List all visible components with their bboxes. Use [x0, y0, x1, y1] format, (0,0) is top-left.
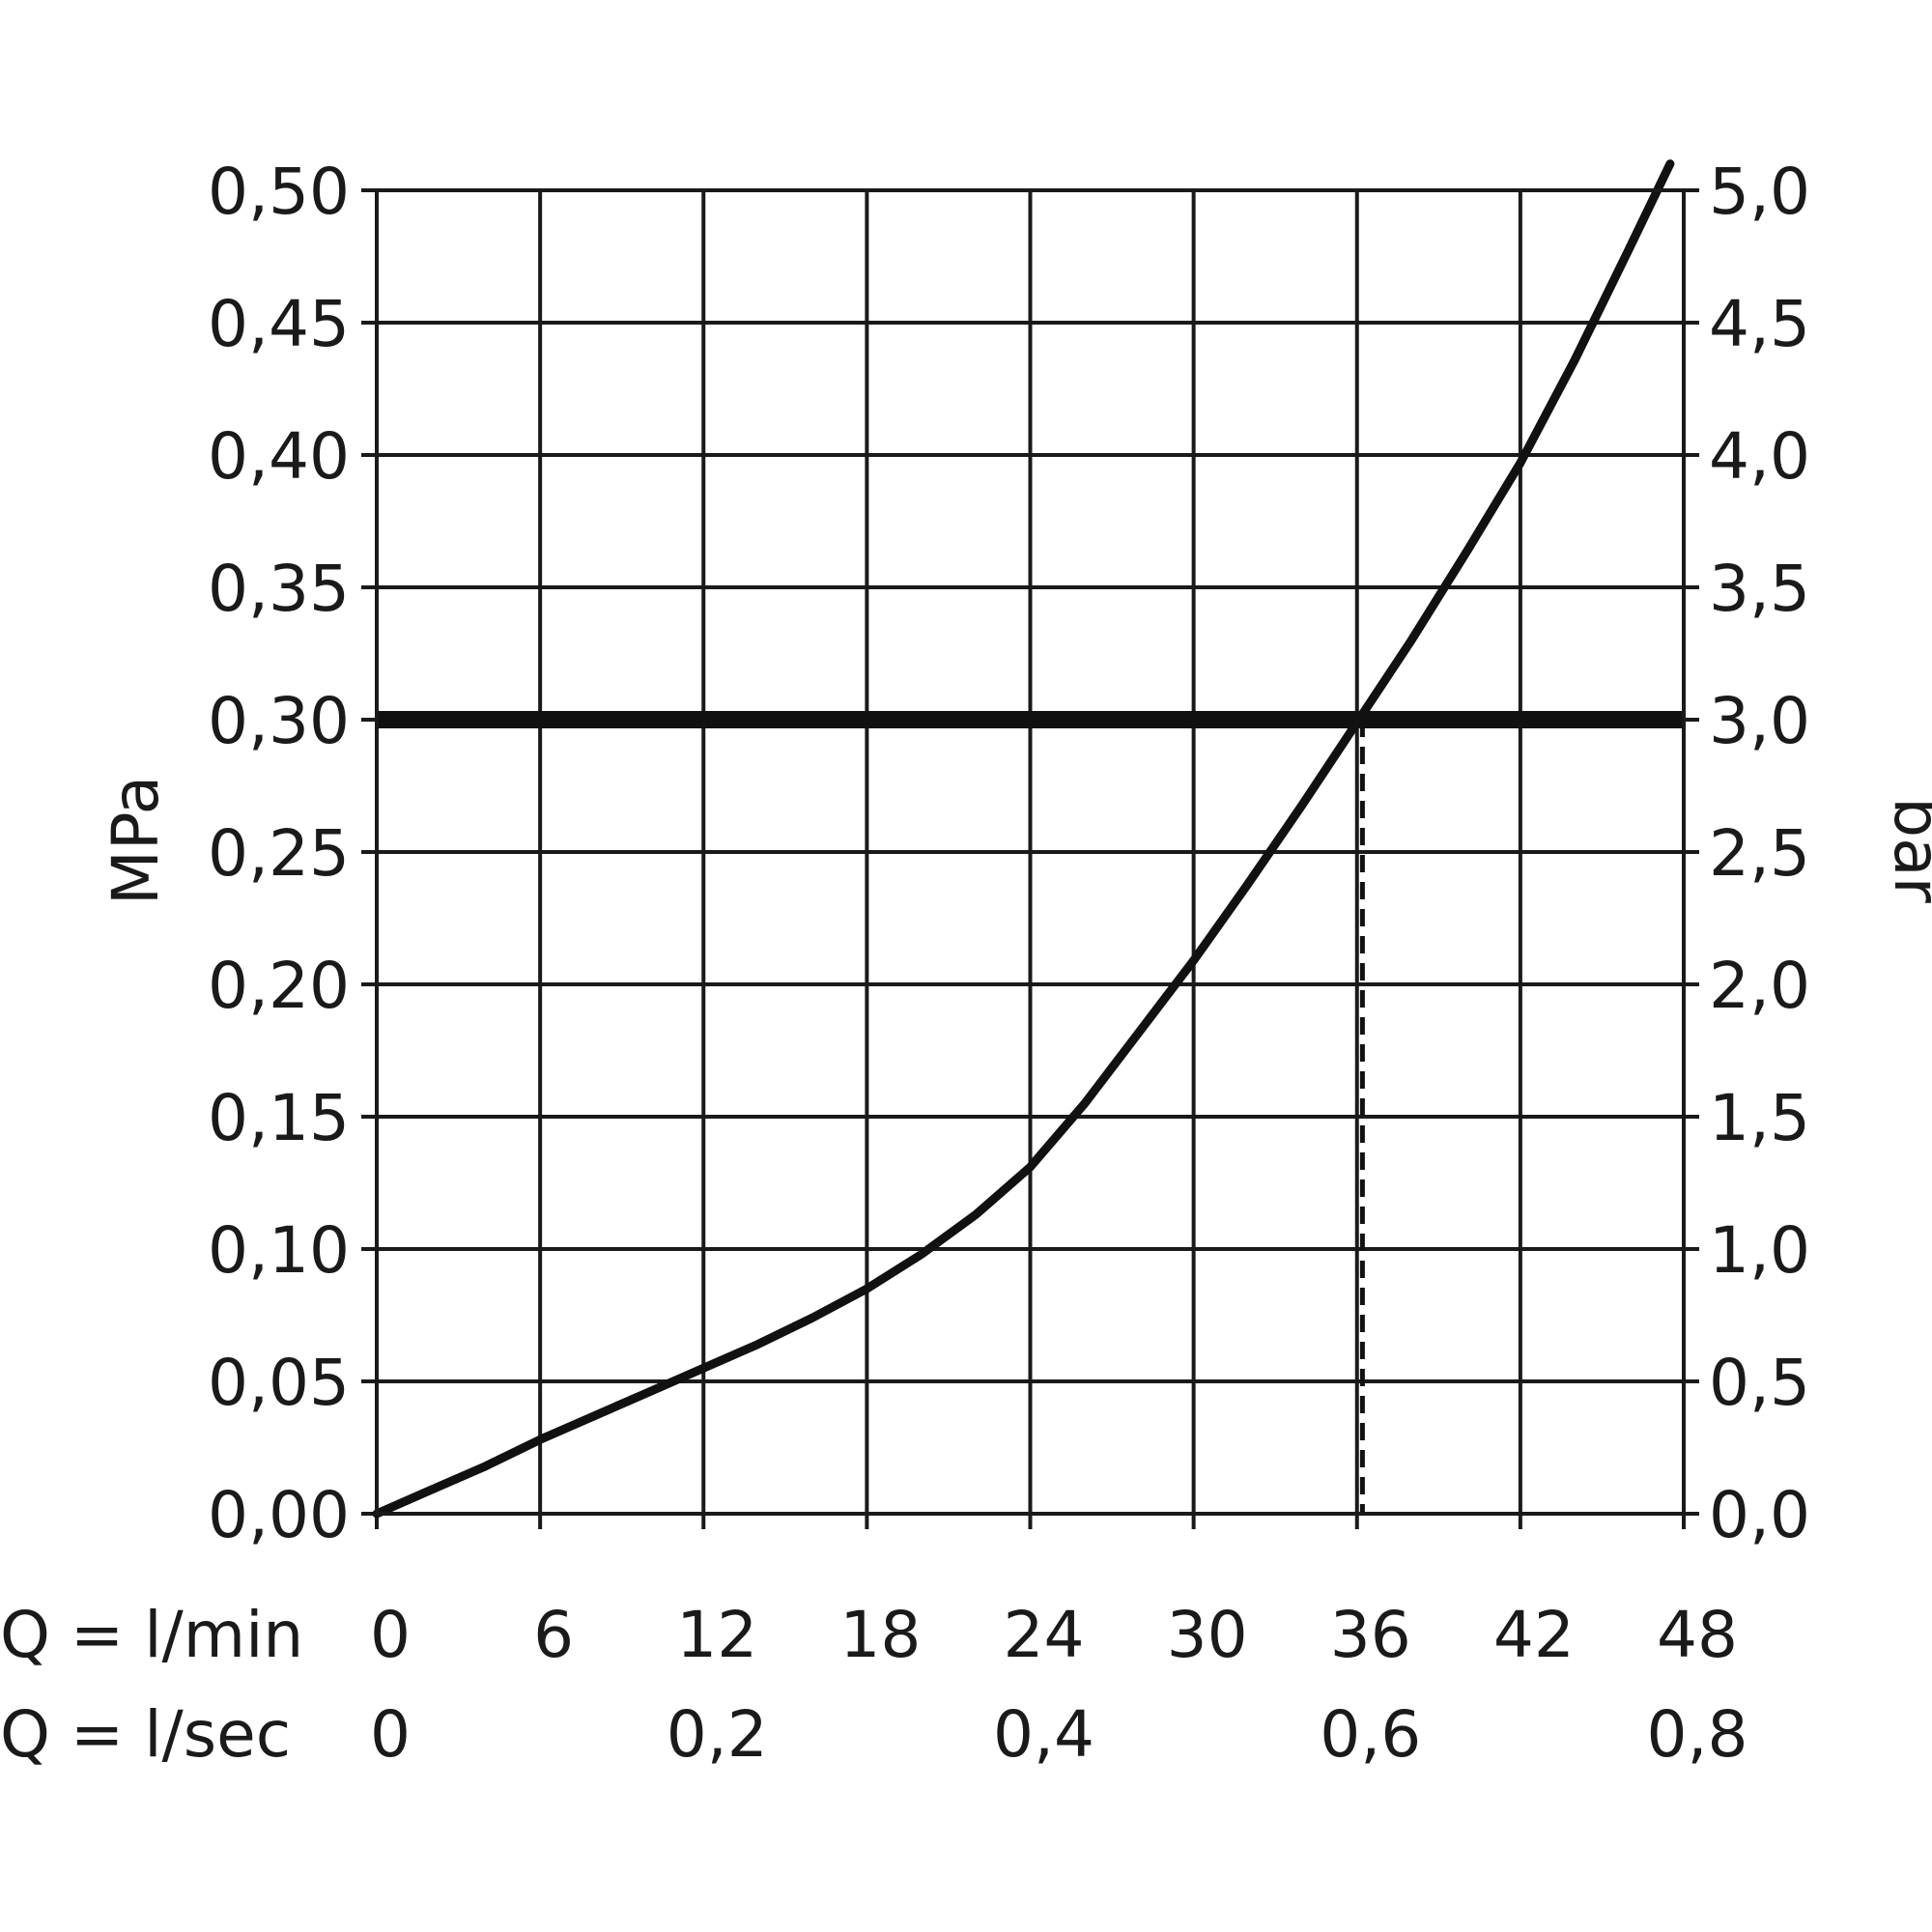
- x-min-tick-label: 12: [676, 1598, 757, 1672]
- left-tick-label: 0,10: [208, 1213, 350, 1288]
- x-sec-tick-label: 0,2: [667, 1697, 768, 1772]
- right-tick-label: 1,0: [1709, 1213, 1810, 1288]
- left-tick-label: 0,25: [208, 816, 350, 891]
- left-tick-label: 0,20: [208, 949, 350, 1023]
- right-tick-label: 3,0: [1709, 684, 1810, 758]
- x-min-tick-label: 42: [1493, 1598, 1575, 1672]
- x-sec-tick-label: 0,4: [993, 1697, 1094, 1772]
- right-tick-label: 5,0: [1709, 155, 1810, 229]
- left-tick-label: 0,50: [208, 155, 350, 229]
- right-tick-label: 3,5: [1709, 552, 1810, 626]
- x-axis: 0 6 12 18 24 30 36 42 48 0 0,2 0,4 0,6 0,8: [370, 1514, 1747, 1772]
- left-tick-label: 0,15: [208, 1081, 350, 1155]
- left-axis-title: MPa: [99, 776, 173, 905]
- right-tick-label: 0,0: [1709, 1478, 1810, 1552]
- left-tick-label: 0,30: [208, 684, 350, 758]
- x-min-tick-label: 30: [1167, 1598, 1248, 1672]
- plot-frame: [375, 188, 1686, 1516]
- right-tick-label: 0,5: [1709, 1346, 1810, 1420]
- x-sec-tick-label: 0,6: [1320, 1697, 1421, 1772]
- chart-marks: [372, 159, 1686, 1519]
- grid: [375, 188, 1686, 1516]
- x-sec-tick-label: 0: [370, 1697, 411, 1772]
- pressure-curve: [372, 159, 1675, 1519]
- right-tick-label: 4,5: [1709, 287, 1810, 361]
- right-tick-label: 1,5: [1709, 1081, 1810, 1155]
- x-min-tick-label: 18: [839, 1598, 921, 1672]
- x-min-tick-label: 6: [533, 1598, 574, 1672]
- left-tick-label: 0,00: [208, 1478, 350, 1552]
- right-axis-title: bar: [1880, 797, 1932, 903]
- left-tick-label: 0,45: [208, 287, 350, 361]
- left-tick-label: 0,05: [208, 1346, 350, 1420]
- left-tick-label: 0,35: [208, 552, 350, 626]
- x-sec-tick-label: 0,8: [1647, 1697, 1748, 1772]
- right-tick-label: 2,0: [1709, 949, 1810, 1023]
- right-axis: 0,0 0,5 1,0 1,5 2,0 2,5 3,0 3,5 4,0 4,5 5,0: [1684, 155, 1810, 1552]
- x-axis-sec-title: Q = l/sec: [0, 1697, 291, 1772]
- x-axis-min-title: Q = l/min: [0, 1598, 303, 1672]
- left-tick-label: 0,40: [208, 419, 350, 494]
- x-min-tick-label: 24: [1004, 1598, 1085, 1672]
- x-min-tick-label: 36: [1330, 1598, 1411, 1672]
- x-min-tick-label: 48: [1657, 1598, 1738, 1672]
- right-tick-label: 2,5: [1709, 816, 1810, 891]
- left-axis: 0,00 0,05 0,10 0,15 0,20 0,25 0,30 0,35 0,40 0,45…: [208, 155, 377, 1552]
- right-tick-label: 4,0: [1709, 419, 1810, 494]
- x-min-tick-label: 0: [370, 1598, 411, 1672]
